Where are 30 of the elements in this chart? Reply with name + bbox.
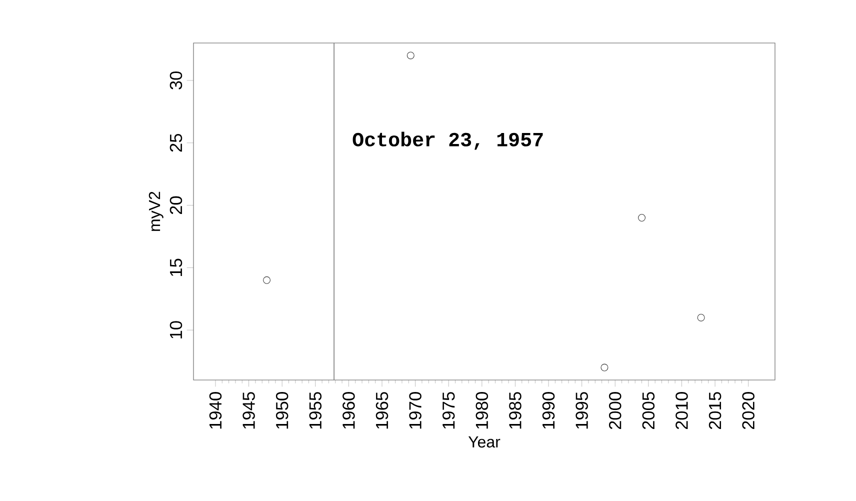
point bbox=[638, 214, 646, 222]
y-axis-title: myV2 bbox=[148, 192, 164, 231]
y-tick-label: 25 bbox=[170, 134, 182, 152]
x-tick-label: 1985 bbox=[509, 392, 522, 429]
y-tick-label: 30 bbox=[170, 71, 182, 90]
x-tick-label: 2000 bbox=[608, 392, 622, 430]
x-tick-label: 1965 bbox=[376, 392, 388, 429]
x-tick-label: 2005 bbox=[642, 392, 655, 430]
x-tick-label: 1970 bbox=[409, 392, 422, 429]
x-axis-title: Year bbox=[468, 436, 500, 448]
point bbox=[600, 364, 608, 372]
x-tick-label: 2020 bbox=[742, 392, 754, 430]
x-tick-label: 1940 bbox=[209, 392, 222, 429]
x-tick-label: 1980 bbox=[476, 392, 488, 429]
x-tick-label: 1945 bbox=[242, 392, 255, 429]
x-tick-label: 1995 bbox=[576, 392, 588, 429]
y-tick-label: 20 bbox=[170, 196, 182, 214]
x-tick-label: 2010 bbox=[676, 392, 688, 430]
x-tick-label: 1975 bbox=[442, 392, 455, 429]
point bbox=[263, 276, 271, 284]
point bbox=[406, 52, 414, 60]
y-tick-label: 15 bbox=[170, 258, 182, 276]
point bbox=[697, 314, 705, 322]
x-tick-label: 1990 bbox=[542, 392, 555, 429]
x-tick-label: 1960 bbox=[342, 392, 355, 429]
y-tick-label: 10 bbox=[170, 321, 182, 338]
x-tick-label: 1955 bbox=[309, 392, 322, 429]
ref-line-label: October 23, 1957 bbox=[352, 132, 543, 150]
x-tick-label: 2015 bbox=[708, 392, 722, 430]
x-tick-label: 1950 bbox=[276, 392, 288, 429]
